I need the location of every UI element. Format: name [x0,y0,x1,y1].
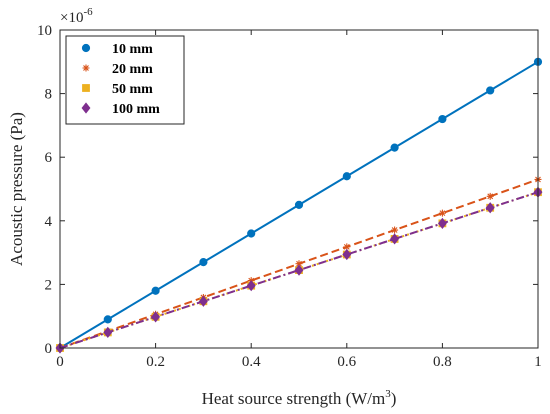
data-point-10-mm [342,172,351,181]
legend-item-10-mm: 10 mm [81,42,153,57]
data-point-20-mm [343,243,351,251]
x-tick-label: 0.2 [146,354,165,370]
data-point-20-mm [391,226,399,234]
legend-label: 50 mm [112,82,153,97]
plot-frame [59,29,539,349]
data-point-100-mm [342,248,352,261]
legend-marker-100-mm [81,102,91,114]
x-tick-label: 1 [534,354,542,370]
x-tick-label: 0 [56,354,64,370]
x-tick-label: 0.6 [337,354,356,370]
data-point-20-mm [438,209,446,217]
legend-marker-50-mm [82,84,90,92]
data-point-100-mm [151,311,161,323]
data-point-100-mm [246,280,256,292]
data-point-10-mm [390,143,399,152]
data-point-100-mm [390,233,400,245]
legend-item-20-mm: 20 mm [82,62,153,77]
legend-item-100-mm: 100 mm [81,102,160,117]
legend-item-50-mm: 50 mm [82,82,153,97]
data-point-20-mm [486,192,494,200]
y-multiplier: ×10-6 [60,6,93,26]
data-point-10-mm [151,286,160,295]
data-point-100-mm [485,202,495,214]
y-tick-label: 4 [45,214,53,230]
y-tick-label: 6 [45,150,53,166]
data-point-10-mm [486,86,495,95]
data-point-100-mm [437,217,447,229]
y-axis-label: Acoustic pressure (Pa) [7,112,26,266]
y-tick-label: 8 [45,87,53,103]
legend-marker-10-mm [81,43,91,53]
data-point-10-mm [294,200,304,209]
data-point-20-mm [295,260,303,268]
data-point-100-mm [198,295,208,307]
legend-label: 20 mm [112,62,153,77]
x-tick-label: 0.8 [433,354,452,370]
data-point-100-mm [294,264,304,276]
data-point-10-mm [103,315,112,324]
legend-label: 100 mm [112,102,160,117]
y-tick-label: 2 [45,277,53,293]
data-point-100-mm [103,326,113,339]
data-point-10-mm [247,229,256,238]
x-tick-label: 0.4 [242,354,261,370]
data-point-10-mm [438,114,447,124]
x-axis-label: Heat source strength (W/m3) [202,388,397,408]
legend: 10 mm 20 mm 50 mm 100 mm [65,35,185,125]
data-point-10-mm [199,258,208,267]
plot-area [55,57,543,354]
y-tick-label: 0 [45,341,53,357]
legend-marker-20-mm [82,64,90,72]
y-tick-label: 10 [37,23,52,39]
legend-label: 10 mm [112,42,153,57]
